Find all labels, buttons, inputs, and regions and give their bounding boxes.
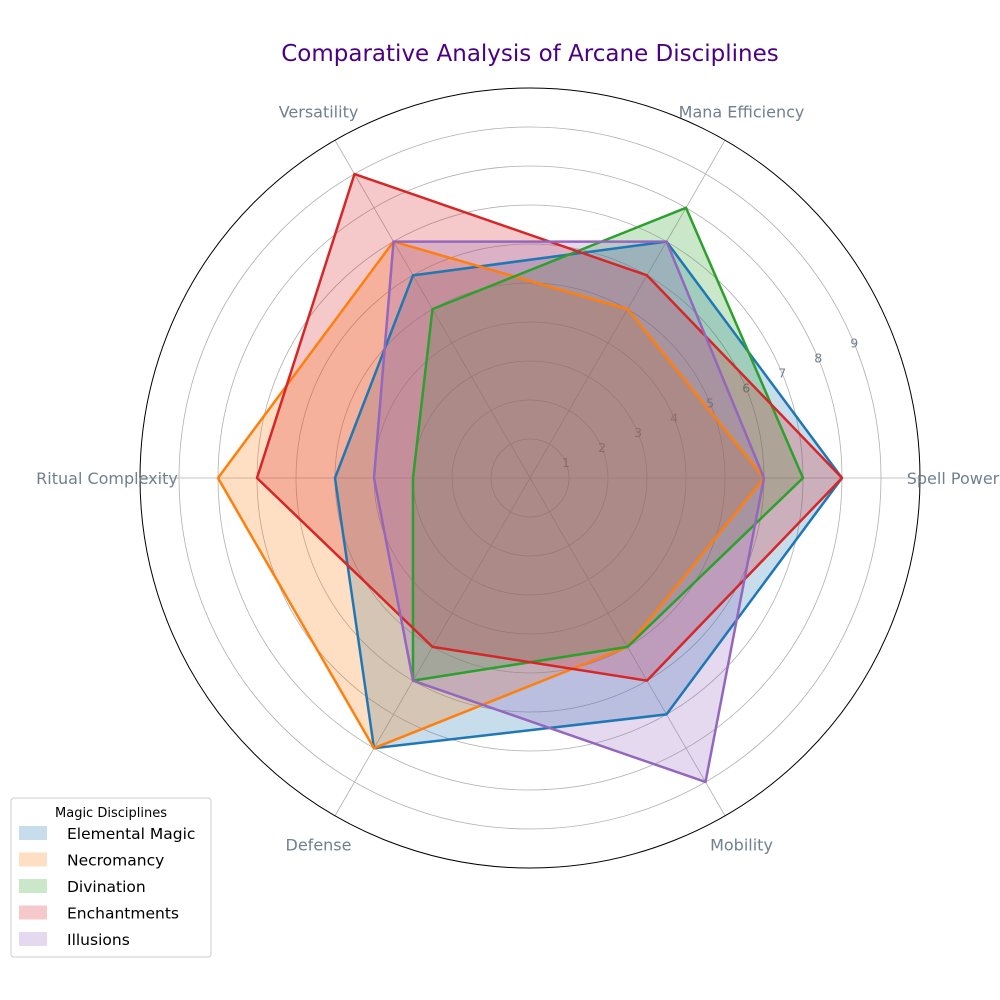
- series-area-1: [335, 241, 842, 749]
- axis-label-3: Versatility: [279, 103, 359, 122]
- tick-label-9: 9: [850, 336, 858, 351]
- legend-label-3: Divination: [67, 878, 146, 896]
- legend-swatch-1: [19, 826, 47, 840]
- axis-label-1: Spell Power: [907, 469, 1000, 488]
- tick-label-1: 1: [562, 455, 570, 470]
- legend-title: Magic Disciplines: [55, 806, 167, 821]
- tick-label-6: 6: [742, 380, 750, 395]
- tick-label-7: 7: [778, 366, 786, 381]
- chart-title: Comparative Analysis of Arcane Disciplin…: [281, 41, 779, 67]
- legend-swatch-3: [19, 879, 47, 893]
- legend-swatch-5: [19, 932, 47, 946]
- legend-label-2: Necromancy: [67, 852, 164, 870]
- legend-items: Elemental Magic Necromancy Divination Encha…: [19, 825, 195, 949]
- outer-frame: [139, 87, 921, 869]
- legend-label-5: Illusions: [67, 931, 130, 949]
- series-line-3: [411, 206, 805, 682]
- axis-label-4: Ritual Complexity: [36, 469, 178, 488]
- legend-swatch-2: [19, 852, 47, 867]
- series-line-4: [255, 172, 844, 682]
- legend-label-4: Enchantments: [67, 905, 179, 923]
- tick-label-5: 5: [706, 395, 714, 410]
- radial-tick-labels: 1 2 3 4 5 6 7 8 9: [562, 336, 858, 470]
- tick-label-4: 4: [670, 410, 678, 425]
- series-line-5: [372, 240, 766, 784]
- tick-label-8: 8: [814, 351, 822, 366]
- legend-label-1: Elemental Magic: [67, 825, 195, 843]
- series-layer: [216, 172, 844, 784]
- axis-label-5: Defense: [286, 835, 352, 854]
- series-area-5: [374, 241, 764, 782]
- legend-frame: [10, 797, 212, 958]
- axis-labels: Spell Power Mana Efficiency Versatility Rit…: [36, 103, 1000, 855]
- axis-label-2: Mana Efficiency: [679, 103, 805, 122]
- legend-swatch-4: [19, 905, 47, 920]
- tick-label-3: 3: [634, 425, 642, 440]
- axis-label-6: Mobility: [710, 835, 773, 854]
- legend: Magic Disciplines Elemental Magic Necroma…: [10, 797, 212, 958]
- tick-label-2: 2: [598, 440, 606, 455]
- series-area-3: [413, 207, 803, 681]
